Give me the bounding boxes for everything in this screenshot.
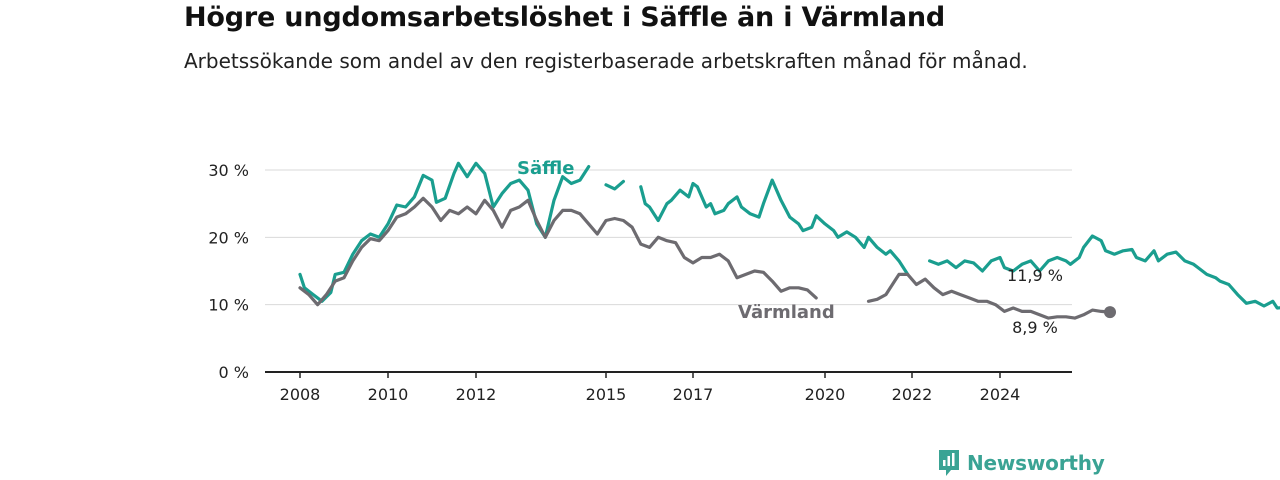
series-line-v-rmland <box>298 196 818 307</box>
series-line-s-ffle <box>639 178 910 276</box>
y-tick-label: 10 % <box>208 296 249 315</box>
x-tick-label: 2010 <box>368 385 409 404</box>
y-tick-label: 30 % <box>208 161 249 180</box>
end-point-v-rmland <box>1104 306 1116 319</box>
series-line-v-rmland <box>866 272 1112 320</box>
y-tick-label: 20 % <box>208 228 249 247</box>
end-value-label-varmland: 8,9 % <box>1012 318 1058 337</box>
series-line-s-ffle <box>928 234 1280 310</box>
chart-subtitle: Arbetssökande som andel av den registerb… <box>184 49 1028 73</box>
chart-title: Högre ungdomsarbetslöshet i Säffle än i … <box>184 2 946 33</box>
brand-name: Newsworthy <box>967 451 1105 475</box>
newsworthy-brand: Newsworthy <box>937 448 1105 478</box>
x-tick-label: 2024 <box>980 385 1021 404</box>
series-label-varmland: Värmland <box>738 302 835 323</box>
x-tick-label: 2020 <box>805 385 846 404</box>
series-label-saffle: Säffle <box>517 158 574 179</box>
x-tick-label: 2022 <box>892 385 933 404</box>
x-tick-label: 2012 <box>456 385 497 404</box>
x-tick-label: 2015 <box>586 385 627 404</box>
y-tick-label: 0 % <box>219 363 249 382</box>
series-line-s-ffle <box>604 179 625 191</box>
x-tick-label: 2017 <box>673 385 714 404</box>
newsworthy-logo-icon <box>939 450 959 476</box>
series-line-s-ffle <box>298 161 591 303</box>
end-value-label-saffle: 11,9 % <box>1007 266 1063 285</box>
x-tick-label: 2008 <box>280 385 321 404</box>
